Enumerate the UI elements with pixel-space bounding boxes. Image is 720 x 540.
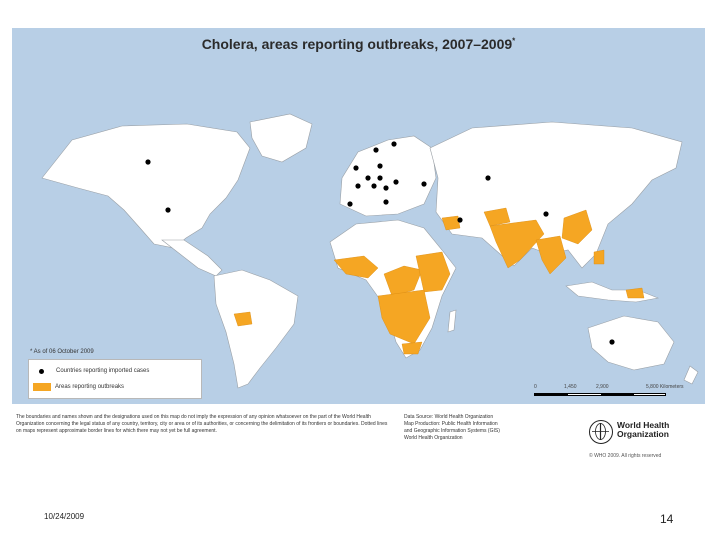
source-line: World Health Organization [404,435,463,441]
scale-tick-0: 0 [534,384,537,390]
as-of-note: * As of 06 October 2009 [30,349,94,355]
imported-marker-iran [457,217,463,223]
imported-marker-norway [373,147,379,153]
outbreak-china [561,209,593,245]
imported-marker-spain [347,201,353,207]
map-legend: Countries reporting imported cases Areas… [28,359,202,399]
world-map [12,28,705,404]
imported-marker-australia [609,339,615,345]
scale-line [534,393,666,396]
map-panel: Cholera, areas reporting outbreaks, 2007… [12,28,705,404]
madagascar [447,309,457,333]
imported-marker-korea [543,211,549,217]
greenland [249,113,313,163]
outbreak-papua-new-guinea [625,287,645,299]
who-name-line: World Health [617,420,670,430]
legend-row-outbreaks: Areas reporting outbreaks [33,381,124,393]
imported-marker-italy [383,199,389,205]
source-line: Data Source: World Health Organization [404,414,494,420]
imported-marker-france [355,183,361,189]
imported-marker-russia [485,175,491,181]
page-number: 14 [660,512,674,526]
outbreak-central-africa [383,265,423,297]
data-source-text: Data Source: World Health Organization M… [404,414,574,442]
imported-marker-slovakia [393,179,399,185]
outbreak-west-africa [333,255,379,279]
legend-row-imported: Countries reporting imported cases [33,365,149,377]
imported-marker-germany [377,175,383,181]
outbreak-bolivia [233,311,253,327]
legend-label-outbreaks: Areas reporting outbreaks [55,384,125,390]
outbreak-south-africa [401,341,423,355]
who-name-line: Organization [617,429,669,439]
scale-tick-3: 5,800 Kilometers [646,384,684,390]
new-zealand [683,365,699,385]
outbreak-afghanistan [483,207,511,227]
scale-bar: 0 1,450 2,900 5,800 Kilometers [534,384,684,400]
imported-marker-usa [165,207,171,213]
central-america [161,239,223,277]
imported-marker-austria [383,185,389,191]
slide-date: 10/24/2009 [44,512,85,521]
landmasses [41,113,699,389]
outbreak-philippines [593,249,605,265]
imported-marker-canada [145,159,151,165]
australia [587,315,675,371]
legend-label-imported: Countries reporting imported cases [56,368,150,374]
source-line: Map Production: Public Health Informatio… [404,421,498,427]
imported-case-markers [145,141,615,345]
imported-marker-netherlands [365,175,371,181]
disclaimer-text: The boundaries and names shown and the d… [16,414,388,434]
north-america [41,123,251,249]
who-name: World Health Organization [617,421,669,439]
imported-marker-sweden [391,141,397,147]
outbreak-east-africa [415,251,451,293]
copyright-text: © WHO 2009. All rights reserved [589,453,662,459]
scale-tick-2: 2,900 [596,384,609,390]
outbreak-iraq [441,215,461,231]
imported-marker-switzerland [371,183,377,189]
outbreak-swatch-icon [33,383,51,391]
imported-marker-ukraine [421,181,427,187]
outbreak-southeast-asia [535,235,567,275]
south-america [213,269,299,389]
outbreak-india [489,219,545,269]
scale-tick-1: 1,450 [564,384,577,390]
imported-marker-uk [353,165,359,171]
source-line: and Geographic Information Systems (GIS) [404,428,500,434]
imported-marker-denmark [377,163,383,169]
who-emblem-icon [589,420,613,444]
outbreak-areas [233,207,645,355]
imported-dot-icon [39,368,44,374]
map-title: Cholera, areas reporting outbreaks, 2007… [201,36,516,52]
